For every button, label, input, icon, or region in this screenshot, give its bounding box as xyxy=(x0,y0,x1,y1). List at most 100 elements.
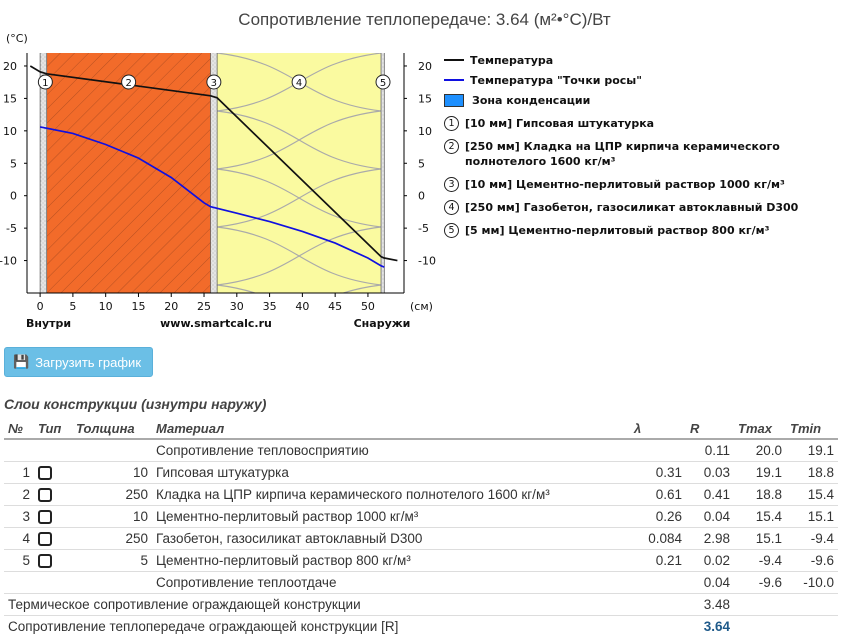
insulation-curve xyxy=(217,168,382,228)
y-tick-label-left: -10 xyxy=(0,255,17,268)
legend-layer-number: 2 xyxy=(444,139,459,154)
y-tick-label-left: 5 xyxy=(10,157,17,170)
cell-type[interactable] xyxy=(34,505,72,528)
x-tick-label: 15 xyxy=(131,300,145,313)
legend-layer-5: 5 [5 мм] Цементно-перлитовый раствор 800 … xyxy=(444,223,804,238)
cell-material: Сопротивление тепловосприятию xyxy=(152,438,630,462)
cell-tmin: 18.8 xyxy=(786,461,838,484)
insulation-curve xyxy=(217,284,257,293)
cell-num: 3 xyxy=(4,505,34,528)
outside-caption: Снаружи xyxy=(354,317,411,330)
x-tick-label: 50 xyxy=(361,300,375,313)
cell-type[interactable] xyxy=(34,461,72,484)
col-tmin-header: Tmin xyxy=(786,418,838,440)
cell-material: Газобетон, газосиликат автоклавный D300 xyxy=(152,527,630,550)
legend-layer-3: 3 [10 мм] Цементно-перлитовый раствор 100… xyxy=(444,177,804,192)
layer-type-checkbox[interactable] xyxy=(38,532,52,547)
cell-type[interactable] xyxy=(34,527,72,550)
layer-label-number: 5 xyxy=(380,78,386,89)
cell-num xyxy=(4,438,34,462)
table-row: 2 250 Кладка на ЦПР кирпича керамического … xyxy=(4,483,838,506)
cell-tmin: -10.0 xyxy=(786,571,838,594)
layer-type-checkbox[interactable] xyxy=(38,466,52,481)
dewpoint-line xyxy=(39,126,385,268)
cell-material: Кладка на ЦПР кирпича керамического полн… xyxy=(152,483,630,506)
layer-5-texture xyxy=(381,53,385,293)
table-body: Сопротивление тепловосприятию 0.11 20.0 19.… xyxy=(4,438,838,594)
legend-layer-1: 1 [10 мм] Гипсовая штукатурка xyxy=(444,116,804,131)
legend-dewpoint: Температура "Точки росы" xyxy=(444,70,804,90)
layer-type-checkbox[interactable] xyxy=(38,488,52,503)
x-axis-label: (см) xyxy=(410,300,433,313)
layer-label-number: 3 xyxy=(211,78,217,89)
legend-layer-number: 1 xyxy=(444,116,459,131)
table-row: 4 250 Газобетон, газосиликат автоклавный D… xyxy=(4,527,838,550)
floppy-icon: 💾 xyxy=(13,354,30,369)
x-tick-label: 25 xyxy=(197,300,211,313)
col-tmax-header: Tmax xyxy=(734,418,786,440)
cell-tmin: 15.4 xyxy=(786,483,838,506)
y-axis-label: (°C) xyxy=(6,32,28,45)
cell-lambda: 0.26 xyxy=(630,505,686,528)
cell-type xyxy=(34,571,72,594)
layer-label-number: 4 xyxy=(296,78,302,89)
download-chart-button[interactable]: 💾 Загрузить график xyxy=(4,347,153,377)
layer-1-texture xyxy=(40,53,47,293)
layer-label-4: 4 xyxy=(291,74,307,90)
insulation-curve xyxy=(217,53,222,54)
x-tick-label: 40 xyxy=(295,300,309,313)
x-tick-label: 35 xyxy=(263,300,277,313)
total-transfer-row: Сопротивление теплопередаче ограждающей … xyxy=(4,615,838,637)
cell-r: 0.11 xyxy=(686,438,734,462)
cell-type[interactable] xyxy=(34,483,72,506)
layer-labels-group: 1 2 3 4 5 xyxy=(37,74,391,90)
cell-num: 4 xyxy=(4,527,34,550)
cell-r: 0.03 xyxy=(686,461,734,484)
cell-lambda: 0.084 xyxy=(630,527,686,550)
layer-3-texture xyxy=(210,53,218,293)
y-tick-label-right: 5 xyxy=(418,157,425,170)
layers-group xyxy=(39,53,385,293)
total-thermal-label: Термическое сопротивление ограждающей ко… xyxy=(4,593,686,616)
x-tick-label: 5 xyxy=(69,300,76,313)
legend-condensation: Зона конденсации xyxy=(444,90,804,110)
chart-legend: Температура Температура "Точки росы" Зон… xyxy=(444,50,804,246)
cell-tmin: -9.4 xyxy=(786,527,838,550)
layer-type-checkbox[interactable] xyxy=(38,510,52,525)
cell-lambda: 0.61 xyxy=(630,483,686,506)
col-material-header: Материал xyxy=(152,418,630,440)
website-caption: www.smartcalc.ru xyxy=(160,317,272,330)
insulation-curve xyxy=(217,110,382,170)
cell-r: 0.02 xyxy=(686,549,734,572)
cell-lambda: 0.21 xyxy=(630,549,686,572)
table-row: 1 10 Гипсовая штукатурка 0.31 0.03 19.1 18.8 xyxy=(4,461,838,484)
legend-layer-text: [10 мм] Цементно-перлитовый раствор 1000… xyxy=(465,178,785,191)
cell-thickness: 5 xyxy=(72,549,152,572)
legend-layer-text: [250 мм] Кладка на ЦПР кирпича керамичес… xyxy=(465,140,780,168)
legend-dewpoint-label: Температура "Точки росы" xyxy=(470,73,642,87)
cell-tmax: 19.1 xyxy=(734,461,786,484)
col-type-header: Тип xyxy=(34,418,72,440)
cell-thickness xyxy=(72,571,152,594)
layer-label-5: 5 xyxy=(375,74,391,90)
series-group xyxy=(29,65,398,268)
layer-label-circle xyxy=(375,74,391,90)
cell-tmax: 18.8 xyxy=(734,483,786,506)
legend-layer-text: [10 мм] Гипсовая штукатурка xyxy=(465,117,655,130)
layer-label-number: 1 xyxy=(42,78,48,89)
cell-type[interactable] xyxy=(34,549,72,572)
layer-type-checkbox[interactable] xyxy=(38,554,52,569)
y-tick-label-left: 20 xyxy=(3,60,17,73)
legend-layer-number: 4 xyxy=(444,200,459,215)
cell-thickness: 10 xyxy=(72,505,152,528)
cell-type xyxy=(34,438,72,462)
cell-tmax: -9.4 xyxy=(734,549,786,572)
y-tick-label-right: 10 xyxy=(418,125,432,138)
insulation-curve xyxy=(377,53,382,54)
cell-tmax: -9.6 xyxy=(734,571,786,594)
cell-thickness: 250 xyxy=(72,483,152,506)
temperature-line xyxy=(29,65,398,262)
x-tick-label: 30 xyxy=(230,300,244,313)
